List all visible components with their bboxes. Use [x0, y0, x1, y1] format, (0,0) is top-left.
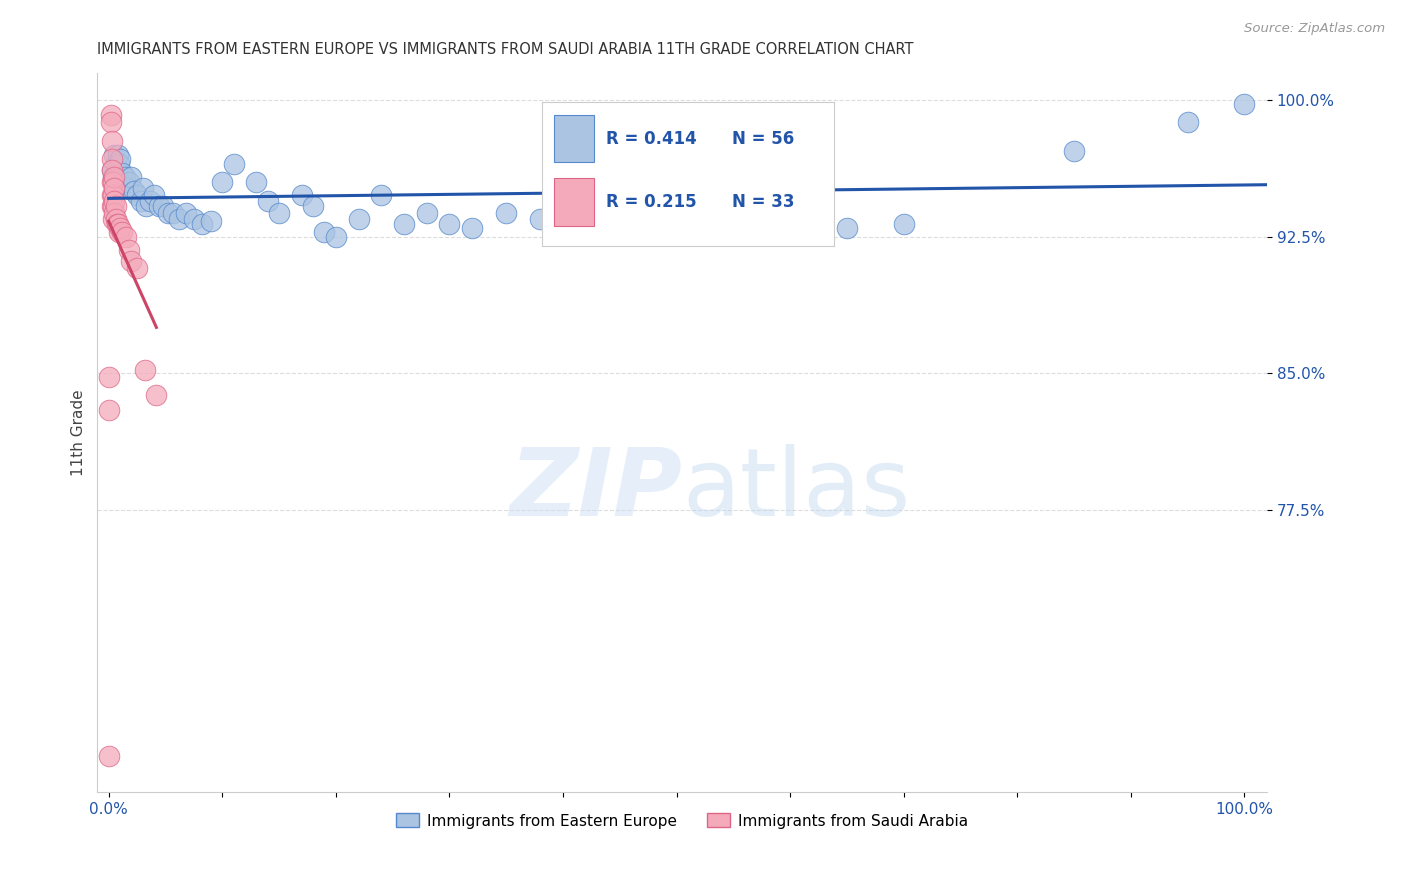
Point [97, 370, 120, 384]
Text: atlas: atlas [682, 444, 911, 536]
Point [1233, 97, 1256, 112]
Point [439, 217, 461, 231]
Point [665, 202, 688, 217]
Point [100, 108, 122, 122]
Point [835, 220, 858, 235]
Point [104, 157, 127, 171]
Point [103, 175, 125, 189]
Y-axis label: 11th Grade: 11th Grade [72, 389, 86, 476]
Point [118, 243, 141, 257]
Point [103, 169, 125, 184]
Point [108, 152, 131, 166]
Point [267, 206, 290, 220]
Point [101, 152, 124, 166]
Point [108, 157, 131, 171]
Point [107, 217, 129, 231]
Point [122, 185, 145, 199]
Point [415, 206, 437, 220]
Point [103, 169, 125, 184]
Point [893, 217, 915, 231]
Point [127, 188, 149, 202]
Point [162, 206, 184, 220]
Point [609, 185, 631, 199]
Point [392, 217, 415, 231]
Point [302, 199, 325, 213]
Point [148, 199, 170, 213]
Point [101, 188, 124, 202]
Point [575, 217, 598, 231]
Point [103, 188, 125, 202]
Point [129, 194, 152, 208]
Point [108, 225, 131, 239]
Point [370, 188, 392, 202]
Point [779, 211, 801, 226]
Point [200, 213, 222, 227]
Point [256, 194, 278, 208]
Point [167, 211, 190, 226]
Point [105, 217, 128, 231]
Point [108, 220, 131, 235]
Point [103, 181, 125, 195]
Point [114, 169, 136, 184]
Point [495, 206, 517, 220]
Point [152, 199, 174, 213]
Point [101, 199, 124, 213]
Point [143, 188, 166, 202]
Point [1063, 145, 1085, 159]
Point [1177, 115, 1199, 129]
Point [347, 211, 370, 226]
Point [135, 199, 157, 213]
Point [97, 748, 120, 763]
Point [118, 175, 141, 189]
Text: IMMIGRANTS FROM EASTERN EUROPE VS IMMIGRANTS FROM SAUDI ARABIA 11TH GRADE CORREL: IMMIGRANTS FROM EASTERN EUROPE VS IMMIGR… [97, 42, 914, 57]
Point [529, 211, 551, 226]
Point [97, 402, 120, 417]
Point [723, 199, 745, 213]
Point [103, 211, 125, 226]
Point [104, 199, 127, 213]
Point [291, 188, 314, 202]
Point [127, 260, 149, 275]
Point [103, 148, 125, 162]
Point [145, 388, 167, 402]
Point [325, 230, 347, 244]
Point [111, 166, 134, 180]
Point [120, 253, 142, 268]
Point [134, 363, 156, 377]
Point [314, 225, 336, 239]
Point [191, 217, 214, 231]
Text: ZIP: ZIP [509, 444, 682, 536]
Point [114, 230, 136, 244]
Point [115, 181, 138, 195]
Text: Source: ZipAtlas.com: Source: ZipAtlas.com [1244, 22, 1385, 36]
Point [101, 162, 124, 177]
Point [222, 157, 245, 171]
Point [104, 211, 127, 226]
Point [105, 169, 128, 184]
Point [461, 220, 484, 235]
Point [174, 206, 197, 220]
Point [245, 175, 267, 189]
Point [103, 206, 125, 220]
Point [101, 175, 124, 189]
Point [120, 169, 142, 184]
Point [132, 181, 155, 195]
Point [101, 134, 124, 148]
Point [103, 199, 125, 213]
Point [107, 148, 129, 162]
Point [101, 162, 124, 177]
Point [183, 211, 205, 226]
Point [138, 194, 160, 208]
Legend: Immigrants from Eastern Europe, Immigrants from Saudi Arabia: Immigrants from Eastern Europe, Immigran… [391, 807, 974, 835]
Point [103, 194, 125, 208]
Point [100, 115, 122, 129]
Point [156, 206, 179, 220]
Point [111, 225, 134, 239]
Point [211, 175, 233, 189]
